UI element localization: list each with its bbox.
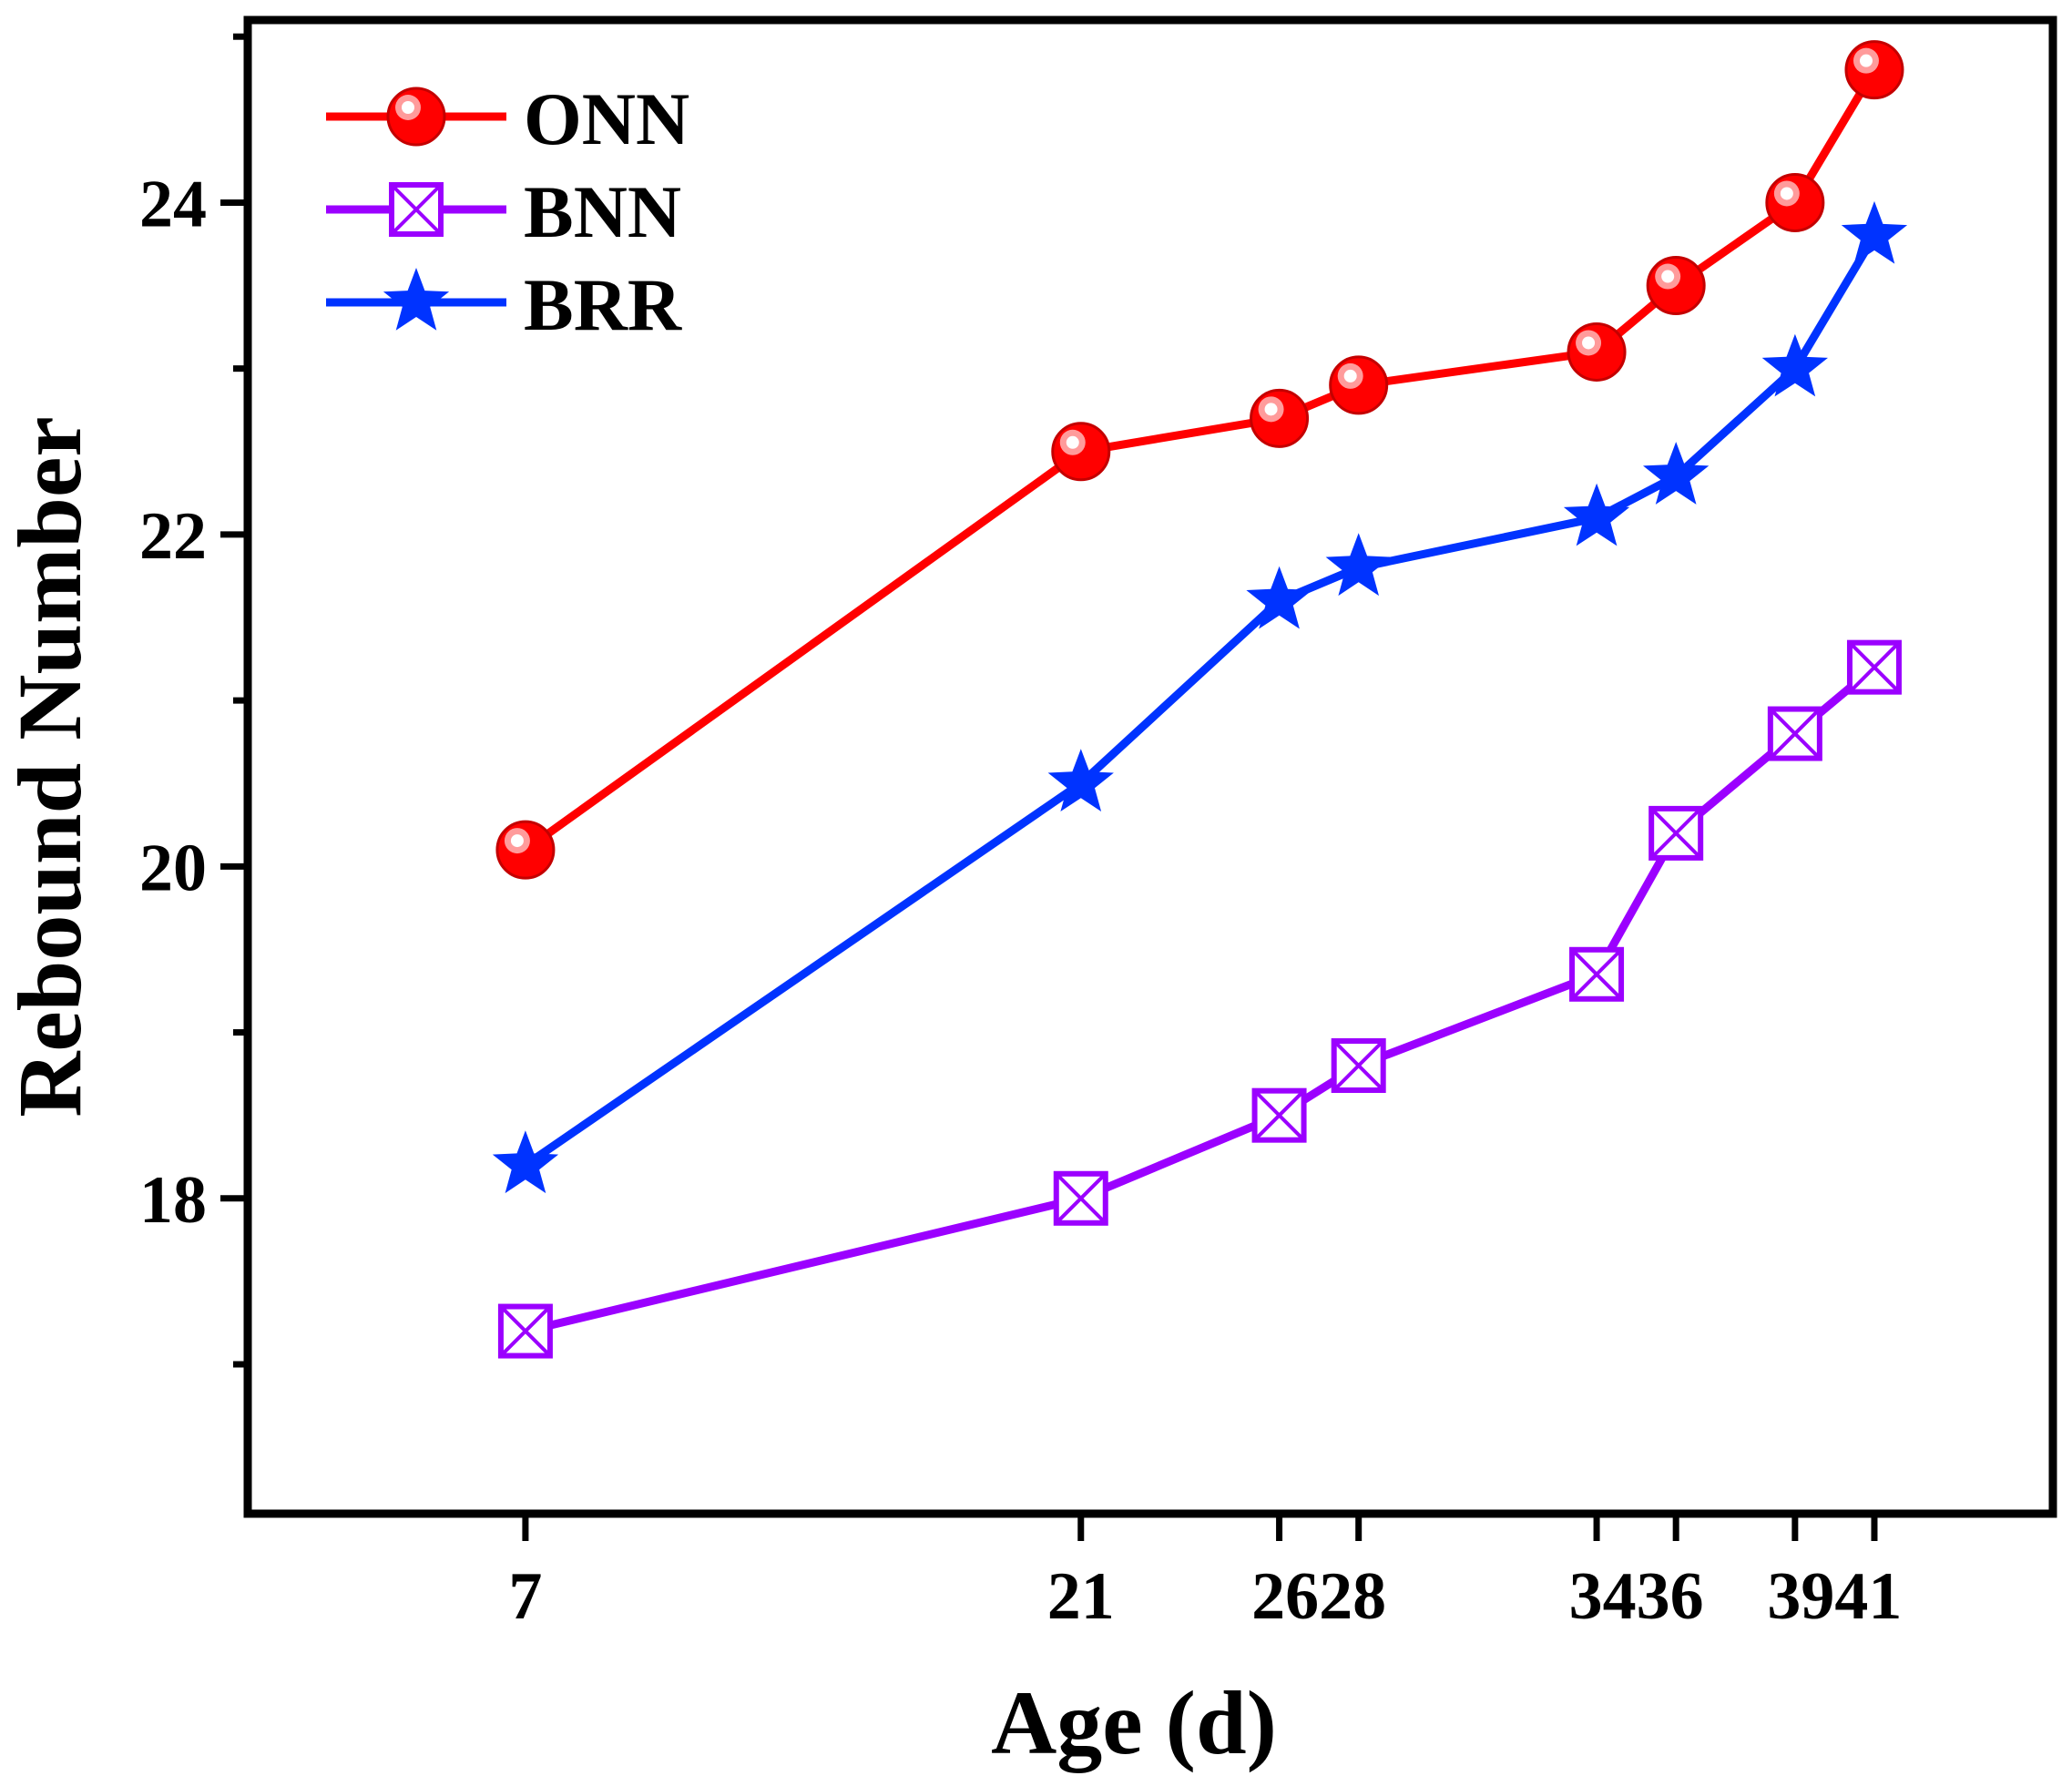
series-onn bbox=[495, 40, 1904, 880]
legend-item-bnn: BNN bbox=[326, 170, 681, 253]
data-point-bnn bbox=[1846, 639, 1902, 695]
data-point-onn bbox=[1844, 40, 1904, 100]
legend-marker-bnn bbox=[389, 182, 444, 237]
data-point-bnn bbox=[1251, 1087, 1307, 1143]
data-point-bnn bbox=[497, 1303, 553, 1359]
legend-item-onn: ONN bbox=[326, 77, 689, 160]
legend-marker-brr bbox=[383, 268, 450, 331]
data-point-onn bbox=[1250, 388, 1310, 448]
data-point-bnn bbox=[1767, 706, 1822, 761]
data-point-brr bbox=[1761, 333, 1828, 397]
y-tick-label: 18 bbox=[139, 1163, 207, 1238]
data-point-onn bbox=[1646, 256, 1706, 316]
data-point-bnn bbox=[1569, 946, 1625, 1002]
data-point-brr bbox=[1841, 200, 1908, 264]
series-line-bnn bbox=[524, 664, 1877, 1335]
plot-frame bbox=[243, 15, 2057, 1518]
data-point-brr bbox=[1246, 566, 1312, 629]
x-tick-label: 3436 bbox=[1569, 1559, 1704, 1634]
data-point-onn bbox=[495, 820, 556, 880]
series-layer bbox=[492, 40, 1908, 1359]
data-point-onn bbox=[1051, 422, 1111, 482]
data-point-onn bbox=[1765, 172, 1825, 232]
x-axis-ticks: 7 21 2628 3436 3941 bbox=[508, 1514, 1902, 1634]
x-tick-label: 21 bbox=[1047, 1559, 1115, 1634]
y-tick-label: 24 bbox=[139, 167, 207, 241]
series-bnn bbox=[497, 639, 1902, 1359]
data-point-brr bbox=[492, 1130, 559, 1194]
x-tick-label: 2628 bbox=[1251, 1559, 1386, 1634]
data-point-bnn bbox=[1331, 1038, 1386, 1093]
y-tick-label: 22 bbox=[139, 499, 207, 574]
data-point-brr bbox=[1047, 749, 1114, 811]
legend-marker-onn bbox=[386, 87, 446, 147]
series-brr bbox=[492, 200, 1908, 1194]
y-axis-ticks: 18 20 22 24 bbox=[139, 33, 248, 1368]
y-axis-title: Rebound Number bbox=[0, 416, 100, 1118]
data-point-brr bbox=[1643, 442, 1710, 505]
data-point-brr bbox=[1325, 533, 1392, 597]
data-point-onn bbox=[1329, 355, 1389, 415]
legend-label-brr: BRR bbox=[524, 263, 682, 346]
legend-item-brr: BRR bbox=[326, 263, 682, 346]
data-point-bnn bbox=[1053, 1170, 1108, 1226]
legend-label-bnn: BNN bbox=[524, 170, 681, 253]
x-axis-title: Age (d) bbox=[991, 1672, 1277, 1773]
x-tick-label: 7 bbox=[508, 1559, 542, 1634]
legend-label-onn: ONN bbox=[524, 77, 689, 160]
data-point-onn bbox=[1567, 321, 1627, 382]
data-point-bnn bbox=[1648, 805, 1704, 861]
legend: ONN BNN BRR bbox=[326, 77, 689, 346]
data-point-brr bbox=[1563, 483, 1630, 546]
series-line-brr bbox=[523, 233, 1878, 1169]
x-tick-label: 3941 bbox=[1767, 1559, 1902, 1634]
y-tick-label: 20 bbox=[139, 831, 207, 905]
